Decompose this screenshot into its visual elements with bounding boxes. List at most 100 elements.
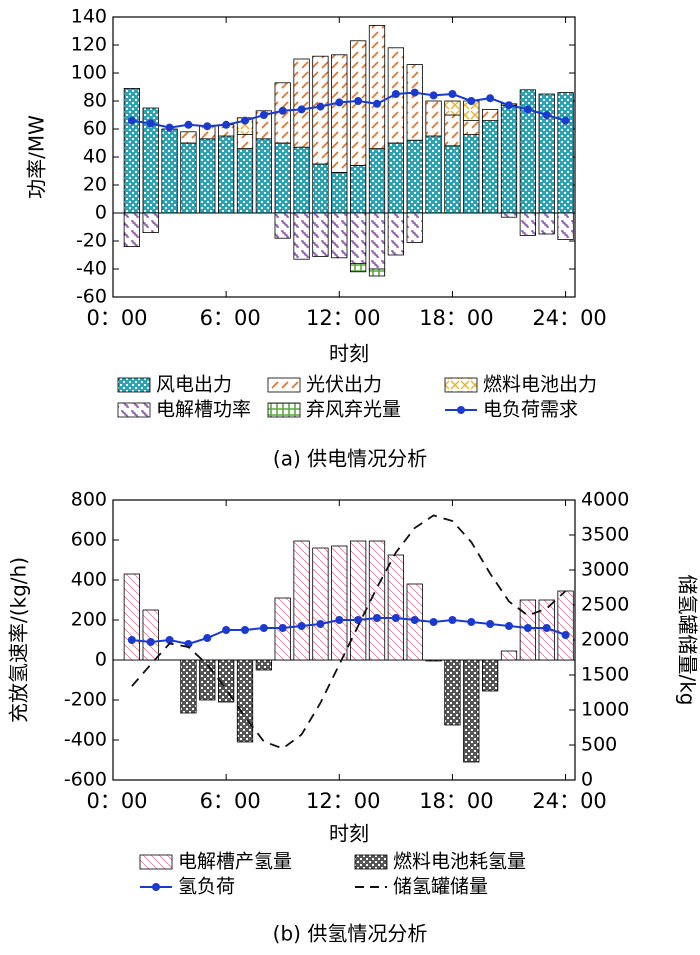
x-axis-title: 时刻 — [329, 342, 369, 366]
line-marker — [297, 105, 306, 114]
y-tick-label: -600 — [64, 769, 107, 791]
legend-label: 电解槽产氢量 — [178, 851, 292, 873]
bar — [312, 163, 329, 214]
line-marker — [354, 616, 363, 624]
line-marker — [467, 97, 476, 105]
legend-marker — [457, 406, 465, 414]
y-tick-label: -400 — [64, 729, 107, 751]
y-tick-label: 600 — [71, 529, 107, 551]
x-tick-label: 18：00 — [419, 789, 493, 813]
line-marker — [165, 636, 174, 644]
bar — [387, 142, 404, 214]
y-tick-label: -20 — [76, 230, 107, 252]
line-marker — [203, 122, 212, 131]
y2-tick-label: 0 — [581, 769, 593, 791]
y-tick-label: -200 — [64, 689, 107, 711]
line-marker — [241, 116, 249, 125]
bar — [123, 88, 140, 214]
bar — [161, 128, 178, 214]
bar — [274, 142, 291, 214]
y2-tick-label: 3500 — [581, 524, 629, 546]
line-marker — [316, 102, 325, 111]
line-marker — [486, 620, 495, 628]
bar — [350, 262, 367, 273]
line-marker — [448, 616, 457, 624]
line-marker — [127, 116, 136, 125]
line-marker — [542, 624, 551, 632]
legend-label: 氢负荷 — [178, 876, 235, 898]
line-marker — [354, 97, 363, 105]
bar — [274, 212, 291, 239]
legend-label: 弃风弃光量 — [306, 399, 401, 421]
legend-swatch — [117, 402, 151, 418]
bar — [425, 659, 442, 662]
bar — [199, 138, 216, 214]
x-tick-label: 18：00 — [419, 306, 493, 330]
line-marker — [203, 634, 212, 642]
bar — [293, 58, 310, 148]
bar — [500, 212, 518, 218]
bar — [180, 659, 197, 714]
bar — [557, 212, 574, 241]
line-marker — [429, 91, 438, 100]
legend-label: 储氢罐储量 — [393, 876, 488, 898]
legend-swatch — [139, 854, 173, 870]
line-marker — [241, 626, 249, 634]
y-tick-label: 40 — [83, 146, 107, 168]
line-series — [131, 514, 567, 750]
bar — [557, 590, 574, 661]
x-tick-label: 0：00 — [86, 789, 147, 813]
bar — [406, 64, 423, 141]
y2-tick-label: 4000 — [581, 489, 629, 511]
line-marker — [561, 116, 570, 125]
bar — [444, 659, 461, 726]
bar — [350, 164, 367, 214]
legend-label: 电负荷需求 — [483, 399, 578, 421]
y-axis-title: 功率/MW — [25, 115, 49, 199]
bar — [312, 547, 329, 661]
y2-tick-label: 3000 — [581, 559, 629, 581]
caption: (a) 供电情况分析 — [273, 447, 427, 471]
y2-tick-label: 1500 — [581, 664, 629, 686]
y-tick-label: 400 — [71, 569, 107, 591]
y2-tick-label: 1000 — [581, 699, 629, 721]
bar — [444, 114, 461, 147]
bar — [444, 145, 461, 214]
bar — [368, 24, 386, 149]
y-tick-label: 80 — [83, 90, 107, 112]
line-series — [131, 617, 566, 646]
line-marker — [278, 624, 287, 632]
bar — [463, 659, 480, 763]
line-marker — [222, 626, 231, 634]
bar — [557, 92, 574, 214]
bar — [463, 120, 480, 135]
bar — [406, 139, 423, 214]
bar — [331, 54, 348, 173]
line-marker — [523, 624, 532, 632]
y2-tick-label: 2000 — [581, 629, 629, 651]
bar — [425, 100, 442, 137]
line-marker — [505, 622, 513, 630]
legend-swatch — [444, 377, 478, 393]
legend-swatch — [267, 377, 301, 393]
y-axis-title: 充放氢速率/(kg/h) — [7, 557, 31, 723]
y2-axis-title: 储氢罐储量/kg — [676, 574, 700, 705]
bar — [368, 148, 386, 214]
y-tick-label: 0 — [95, 649, 107, 671]
bar — [500, 650, 518, 661]
plot-frame — [112, 16, 576, 298]
line-marker — [259, 624, 268, 632]
legend-marker — [152, 883, 160, 891]
plot-frame — [112, 499, 576, 781]
line-marker — [373, 99, 381, 108]
bar — [368, 540, 386, 661]
line-marker — [523, 105, 532, 114]
bar — [482, 109, 499, 122]
line-marker — [278, 106, 287, 115]
line-marker — [222, 120, 231, 129]
bar — [255, 659, 272, 671]
line-marker — [335, 616, 344, 624]
y-tick-label: 100 — [71, 62, 107, 84]
legend-label: 风电出力 — [156, 374, 232, 396]
